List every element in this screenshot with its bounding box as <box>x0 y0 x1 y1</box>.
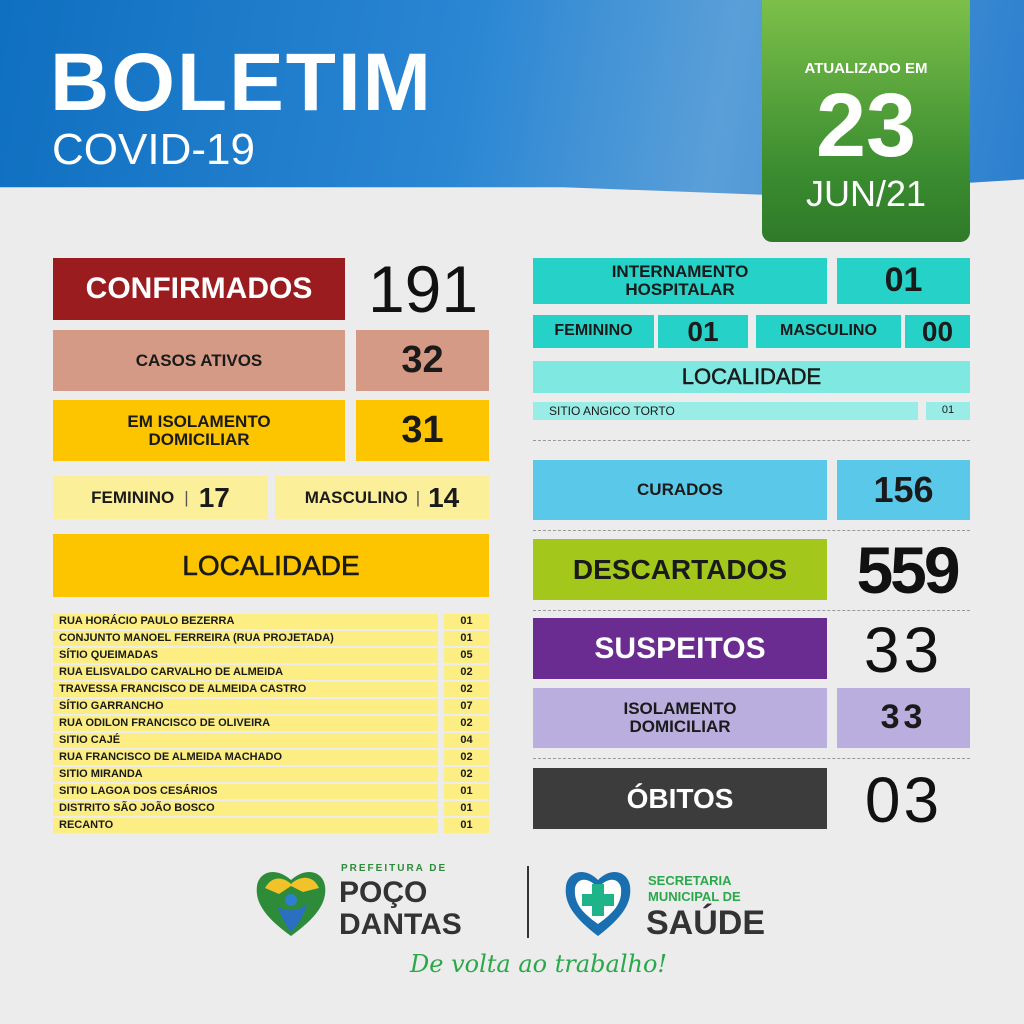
int-masculino-label: MASCULINO <box>756 315 901 348</box>
masculino-label: MASCULINO <box>304 487 408 507</box>
title: BOLETIM <box>50 37 433 128</box>
divider <box>533 440 970 441</box>
int-localidade-value: 01 <box>926 402 970 420</box>
pref-line1: POÇO <box>339 876 428 909</box>
localidade-value: 02 <box>444 682 489 697</box>
localidade-row: RUA ELISVALDO CARVALHO DE ALMEIDA 02 <box>53 665 489 680</box>
localidade-row: CONJUNTO MANOEL FERREIRA (RUA PROJETADA)… <box>53 631 489 646</box>
curados-value: 156 <box>837 460 970 520</box>
update-day: 23 <box>815 76 917 176</box>
localidade-value: 04 <box>444 733 489 748</box>
localidade-row: DISTRITO SÃO JOÃO BOSCO 01 <box>53 801 489 816</box>
int-feminino-value: 01 <box>658 315 748 348</box>
localidade-row: TRAVESSA FRANCISCO DE ALMEIDA CASTRO 02 <box>53 682 489 697</box>
descartados-label: DESCARTADOS <box>533 539 827 600</box>
update-badge: ATUALIZADO EM 23 JUN/21 <box>762 0 970 242</box>
localidade-value: 02 <box>444 767 489 782</box>
localidade-name: SÍTIO GARRANCHO <box>53 699 438 714</box>
sec-line1: SECRETARIA <box>648 873 732 888</box>
localidade-name: TRAVESSA FRANCISCO DE ALMEIDA CASTRO <box>53 682 438 697</box>
localidade-value: 01 <box>444 614 489 629</box>
internamento-value: 01 <box>837 258 970 304</box>
localidade-row: RUA FRANCISCO DE ALMEIDA MACHADO 02 <box>53 750 489 765</box>
casos-ativos-label: CASOS ATIVOS <box>53 330 345 391</box>
localidade-value: 01 <box>444 818 489 833</box>
int-masculino-value: 00 <box>905 315 970 348</box>
obitos-value: 03 <box>864 764 943 836</box>
localidade-row: RECANTO 01 <box>53 818 489 833</box>
descartados-value: 559 <box>856 533 960 607</box>
localidade-name: RUA ELISVALDO CARVALHO DE ALMEIDA <box>53 665 438 680</box>
localidade-name: RECANTO <box>53 818 438 833</box>
sec-line3: SAÚDE <box>646 904 766 942</box>
localidade-row: RUA ODILON FRANCISCO DE OLIVEIRA 02 <box>53 716 489 731</box>
internamento-label: INTERNAMENTO HOSPITALAR <box>533 258 827 304</box>
isolamento-domiciliar-label: ISOLAMENTO DOMICILIAR <box>533 688 827 748</box>
divider <box>533 758 970 759</box>
casos-ativos-value: 32 <box>356 330 489 391</box>
divider <box>533 610 970 611</box>
localidade-value: 01 <box>444 801 489 816</box>
feminino-label: FEMININO <box>91 487 175 507</box>
localidade-row: SÍTIO GARRANCHO 07 <box>53 699 489 714</box>
pref-small: PREFEITURA DE <box>341 863 448 874</box>
update-month: JUN/21 <box>805 173 927 214</box>
localidade-title: LOCALIDADE <box>53 534 489 597</box>
localidade-name: RUA FRANCISCO DE ALMEIDA MACHADO <box>53 750 438 765</box>
int-localidade-title: LOCALIDADE <box>533 361 970 393</box>
int-feminino-label: FEMININO <box>533 315 654 348</box>
localidade-value: 05 <box>444 648 489 663</box>
localidade-name: SITIO LAGOA DOS CESÁRIOS <box>53 784 438 799</box>
saude-heart-logo <box>565 872 631 936</box>
localidade-value: 01 <box>444 631 489 646</box>
localidade-name: SITIO MIRANDA <box>53 767 438 782</box>
sec-line2: MUNICIPAL DE <box>648 889 741 904</box>
masculino-box: MASCULINO | 14 <box>275 476 489 519</box>
localidade-value: 02 <box>444 665 489 680</box>
localidade-row: SITIO MIRANDA 02 <box>53 767 489 782</box>
localidade-row: SITIO LAGOA DOS CESÁRIOS 01 <box>53 784 489 799</box>
localidade-name: SÍTIO QUEIMADAS <box>53 648 438 663</box>
int-localidade-name: SITIO ANGICO TORTO <box>533 402 918 420</box>
localidade-value: 02 <box>444 750 489 765</box>
curados-label: CURADOS <box>533 460 827 520</box>
confirmados-label: CONFIRMADOS <box>53 258 345 320</box>
localidade-name: SITIO CAJÉ <box>53 733 438 748</box>
localidade-name: CONJUNTO MANOEL FERREIRA (RUA PROJETADA) <box>53 631 438 646</box>
localidade-row: SITIO CAJÉ 04 <box>53 733 489 748</box>
confirmados-value: 191 <box>367 252 479 326</box>
isolamento-domiciliar-value: 33 <box>837 688 970 748</box>
masculino-value: 14 <box>428 481 460 513</box>
feminino-value: 17 <box>198 481 230 513</box>
localidade-value: 07 <box>444 699 489 714</box>
footer-divider <box>527 866 529 938</box>
pref-line2: DANTAS <box>339 908 462 941</box>
feminino-box: FEMININO | 17 <box>53 476 268 519</box>
poco-dantas-logo <box>256 872 326 936</box>
slogan: De volta ao trabalho! <box>410 950 668 978</box>
isolamento-value: 31 <box>356 400 489 461</box>
divider <box>533 530 970 531</box>
isolamento-label: EM ISOLAMENTO DOMICILIAR <box>53 400 345 461</box>
suspeitos-value: 33 <box>863 614 944 686</box>
localidade-value: 02 <box>444 716 489 731</box>
subtitle: COVID-19 <box>52 125 255 174</box>
suspeitos-label: SUSPEITOS <box>533 618 827 679</box>
localidade-value: 01 <box>444 784 489 799</box>
localidade-row: RUA HORÁCIO PAULO BEZERRA 01 <box>53 614 489 629</box>
localidade-row: SÍTIO QUEIMADAS 05 <box>53 648 489 663</box>
localidade-name: DISTRITO SÃO JOÃO BOSCO <box>53 801 438 816</box>
obitos-label: ÓBITOS <box>533 768 827 829</box>
localidade-name: RUA ODILON FRANCISCO DE OLIVEIRA <box>53 716 438 731</box>
update-label: ATUALIZADO EM <box>804 60 928 77</box>
localidade-name: RUA HORÁCIO PAULO BEZERRA <box>53 614 438 629</box>
